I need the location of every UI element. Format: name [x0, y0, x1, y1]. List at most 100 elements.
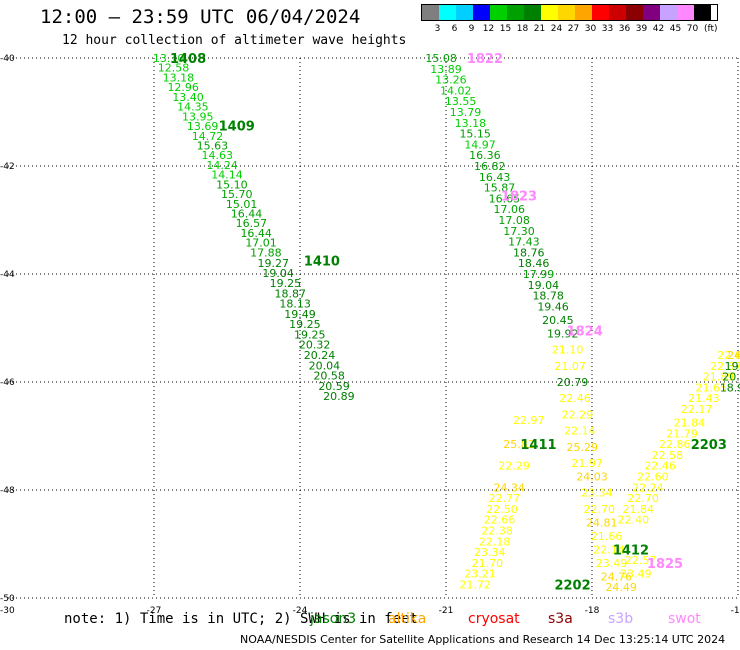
- data-point-label: 24.03: [576, 471, 608, 484]
- data-point-label: 19.04: [262, 267, 294, 280]
- data-point-label: 22.24: [632, 481, 664, 494]
- data-point-label: 13.95: [182, 110, 214, 123]
- legend-swatch: [456, 5, 473, 20]
- data-point-label: 22.46: [559, 392, 591, 405]
- color-legend: 3 6 9 12 15 18 21 24 27 30 33 36 39 42 45 70 (ft): [421, 4, 718, 34]
- data-point-label: 13.69: [187, 120, 219, 133]
- data-point-label: 19.27: [257, 257, 289, 270]
- data-point-label: 20.79: [557, 376, 589, 389]
- legend-label: 24: [550, 24, 563, 34]
- x-tick-label: -18: [585, 606, 600, 616]
- corner-tick-label: -30: [0, 606, 15, 616]
- legend-swatches: [421, 4, 718, 21]
- data-point-label: 18.76: [513, 246, 545, 259]
- legend-swatch: [592, 5, 609, 20]
- pass-time-label: 1412: [613, 543, 649, 558]
- legend-label: 18: [516, 24, 529, 34]
- pass-time-label: 1823: [501, 190, 537, 205]
- data-point-label: 23.49: [596, 557, 628, 570]
- satellite-label-s3b: s3b: [608, 611, 634, 627]
- data-point-label: 16.44: [240, 227, 272, 240]
- data-point-label: 22.77: [489, 492, 521, 505]
- data-point-label: 15.10: [216, 178, 248, 191]
- legend-swatch: [473, 5, 490, 20]
- data-point-label: 22.97: [513, 414, 545, 427]
- legend-label: 70: [686, 24, 699, 34]
- data-point-label: 21.07: [554, 360, 586, 373]
- data-point-label: 22.58: [652, 449, 684, 462]
- legend-swatch: [541, 5, 558, 20]
- legend-label: 3: [434, 24, 441, 34]
- data-point-label: 19.25: [270, 277, 302, 290]
- x-tick-label: -27: [147, 606, 162, 616]
- data-point-label: 14.72: [192, 130, 224, 143]
- data-point-label: 19.92: [547, 327, 579, 340]
- data-point-label: 13.18: [455, 117, 487, 130]
- data-point-label: 16.57: [236, 217, 268, 230]
- data-point-label: 17.43: [508, 236, 540, 249]
- data-point-label: 15.70: [221, 188, 253, 201]
- data-point-label: 19.90: [725, 360, 740, 373]
- y-tick-label: -44: [0, 270, 15, 280]
- legend-label: 21: [533, 24, 546, 34]
- data-point-label: 19.25: [294, 328, 326, 341]
- data-point-label: 22.29: [562, 408, 594, 421]
- y-tick-label: -50: [0, 594, 15, 604]
- data-point-label: 18.46: [518, 257, 550, 270]
- data-point-label: 15.63: [197, 139, 229, 152]
- data-point-label: 18.78: [532, 290, 564, 303]
- data-point-label: 21.66: [591, 530, 623, 543]
- data-point-label: 20.89: [323, 390, 355, 403]
- data-point-label: 24.76: [601, 570, 633, 583]
- data-point-label: 22.40: [618, 514, 650, 527]
- pass-time-label: 1409: [219, 120, 255, 135]
- data-point-label: 14.35: [177, 101, 209, 114]
- legend-swatch: [626, 5, 643, 20]
- data-point-label: 20.24: [304, 349, 336, 362]
- legend-label: 39: [635, 24, 648, 34]
- data-point-label: 22.57: [625, 554, 657, 567]
- data-point-label: 22.37: [710, 360, 740, 373]
- data-point-label: 12.96: [167, 81, 199, 94]
- data-point-label: 19.49: [284, 308, 316, 321]
- pass-time-label: 1822: [467, 52, 503, 67]
- data-point-label: 17.99: [523, 268, 555, 281]
- data-point-label: 25.82: [503, 438, 535, 451]
- data-point-label: 16.82: [474, 160, 506, 173]
- data-point-label: 22.66: [484, 514, 516, 527]
- data-point-label: 18.87: [275, 287, 307, 300]
- y-tick-label: -42: [0, 162, 15, 172]
- data-point-label: 14.63: [202, 149, 234, 162]
- data-point-label: 17.88: [250, 246, 282, 259]
- legend-label: 42: [652, 24, 665, 34]
- data-point-label: 22.50: [486, 503, 518, 516]
- legend-swatch: [558, 5, 575, 20]
- data-point-label: 15.08: [425, 52, 457, 65]
- data-point-label: 24.00: [727, 349, 740, 362]
- data-point-label: 22.46: [644, 460, 676, 473]
- legend-label: 6: [451, 24, 458, 34]
- legend-swatch: [694, 5, 711, 20]
- data-point-label: 22.70: [627, 492, 659, 505]
- data-point-label: 13.30: [153, 52, 185, 65]
- data-point-label: 17.08: [498, 214, 530, 227]
- data-point-label: 15.01: [226, 198, 258, 211]
- data-point-label: 21.79: [666, 427, 698, 440]
- data-point-label: 21.84: [622, 503, 654, 516]
- data-point-label: 23.34: [581, 487, 613, 500]
- y-tick-label: -46: [0, 378, 15, 388]
- data-point-label: 22.17: [681, 403, 713, 416]
- data-point-label: 15.87: [484, 182, 516, 195]
- pass-time-label: 1410: [304, 255, 340, 270]
- y-tick-label: -40: [0, 54, 15, 64]
- data-point-label: 12.58: [158, 62, 190, 75]
- data-point-label: 20.59: [318, 380, 350, 393]
- legend-swatch: [660, 5, 677, 20]
- x-tick-label: -15: [731, 606, 740, 616]
- legend-swatch: [490, 5, 507, 20]
- legend-label: 45: [669, 24, 682, 34]
- data-point-label: 23.49: [620, 568, 652, 581]
- data-point-label: 21.72: [459, 579, 491, 592]
- legend-label: 15: [499, 24, 512, 34]
